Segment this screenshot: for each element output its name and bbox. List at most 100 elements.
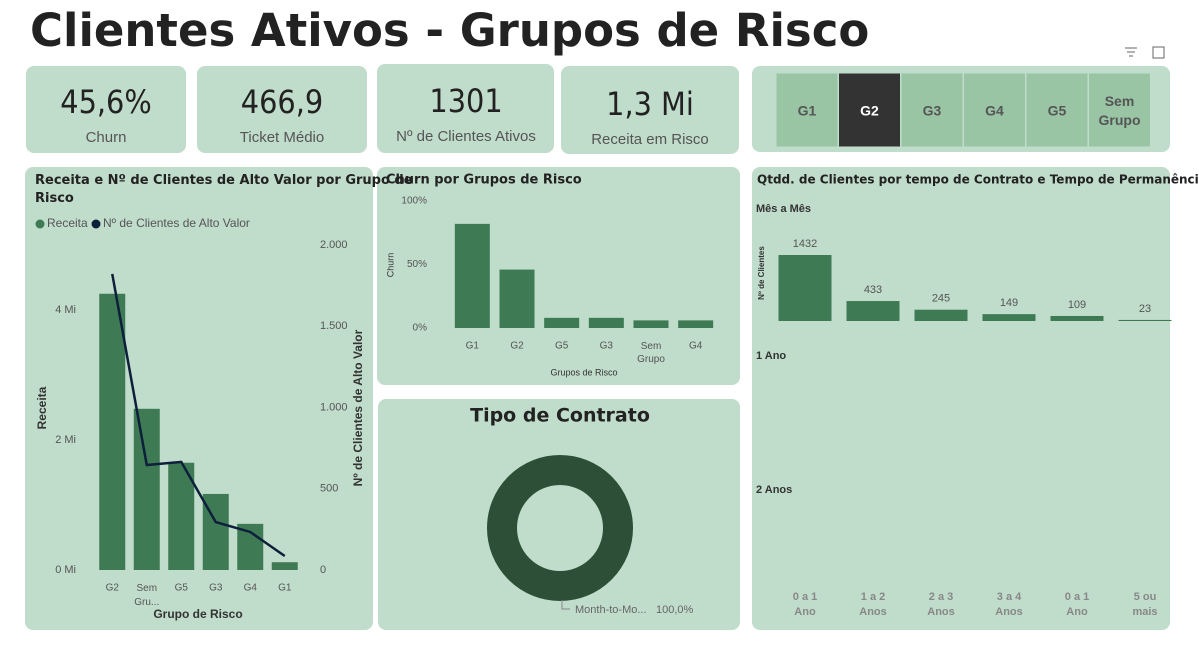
slicer-button[interactable]	[1088, 72, 1151, 148]
y-axis-label: Nº de Clientes	[757, 246, 766, 300]
page-title: Clientes Ativos - Grupos de Risco	[30, 4, 869, 57]
panel-label: 2 Anos	[756, 484, 792, 496]
y-axis-label: Churn	[385, 253, 395, 278]
bar	[778, 255, 832, 321]
bar	[454, 223, 490, 328]
x-tick-label: G3	[600, 341, 614, 352]
bar	[588, 317, 624, 328]
legend-marker	[91, 219, 101, 229]
bar	[271, 562, 298, 570]
line-series	[111, 273, 286, 558]
filter-icon[interactable]	[1125, 47, 1137, 57]
bar	[133, 408, 160, 570]
bar	[982, 314, 1036, 321]
x-tick-label: G2	[510, 341, 524, 352]
kpi-value: 466,9	[241, 83, 323, 121]
bar	[846, 301, 900, 321]
data-label: 433	[864, 284, 882, 296]
slicer-label: G2	[860, 103, 879, 119]
legend-marker	[35, 219, 45, 229]
kpi-value: 1,3 Mi	[606, 85, 694, 123]
kpi-value: 1301	[429, 82, 502, 120]
slicer-label: Sem Grupo	[1099, 93, 1141, 128]
slice-value-label: 100,0%	[656, 604, 694, 616]
y-tick-label: 100%	[401, 196, 427, 207]
bar	[499, 269, 535, 328]
y2-axis-label: Nº de Clientes de Alto Valor	[351, 329, 365, 486]
x-tick-label: G5	[555, 341, 569, 352]
chart-title: Tipo de Contrato	[470, 405, 650, 427]
data-label: 149	[1000, 297, 1018, 309]
y-tick-label: 50%	[407, 259, 427, 270]
kpi-label: Churn	[86, 129, 127, 146]
slicer-button[interactable]	[963, 72, 1026, 148]
slicer-label: G5	[1048, 103, 1067, 119]
y2-tick-label: 2.000	[320, 239, 348, 251]
chart-panel	[25, 167, 373, 630]
kpi-card	[377, 64, 554, 153]
leader-line	[561, 600, 570, 610]
y2-tick-label: 1.000	[320, 401, 348, 413]
focus-icon[interactable]	[1152, 46, 1165, 59]
data-label: 23	[1139, 303, 1151, 315]
x-tick-label: Sem Grupo	[637, 341, 665, 365]
x-tick-label: 0 a 1 Ano	[793, 591, 817, 618]
kpi-label: Receita em Risco	[591, 131, 709, 148]
x-tick-label: G4	[244, 583, 258, 594]
x-tick-label: Sem Gru...	[134, 583, 159, 608]
y-tick-label: 0 Mi	[55, 564, 76, 576]
kpi-card	[26, 66, 186, 153]
y-tick-label: 4 Mi	[55, 304, 76, 316]
kpi-value: 45,6%	[60, 83, 151, 121]
x-tick-label: 5 ou mais	[1132, 591, 1157, 618]
toolbar-icons	[1125, 46, 1165, 59]
x-tick-label: 1 a 2 Anos	[859, 591, 887, 618]
kpi-card	[197, 66, 367, 153]
y-tick-label: 0%	[413, 323, 428, 334]
bar	[99, 293, 126, 570]
chart-title: Receita e Nº de Clientes de Alto Valor p…	[35, 173, 413, 206]
slicer-label: G1	[798, 103, 817, 119]
x-tick-label: 0 a 1 Ano	[1065, 591, 1089, 618]
x-axis-label: Grupos de Risco	[550, 367, 617, 377]
x-tick-label: G1	[466, 341, 480, 352]
data-label: 1432	[793, 238, 817, 250]
panel-label: 1 Ano	[756, 350, 786, 362]
x-axis-label: Grupo de Risco	[153, 607, 242, 621]
kpi-label: Ticket Médio	[240, 129, 324, 146]
chart-panel	[752, 167, 1170, 630]
chart-panel	[378, 399, 740, 630]
bar	[544, 317, 580, 328]
chart-title: Churn por Grupos de Risco	[386, 173, 582, 188]
panel-label: Mês a Mês	[756, 203, 811, 215]
slicer-button[interactable]	[838, 72, 901, 148]
x-tick-label: G3	[209, 583, 223, 594]
slicer-button[interactable]	[1025, 72, 1089, 148]
legend-label: Nº de Clientes de Alto Valor	[103, 216, 250, 230]
donut-slice	[487, 455, 633, 601]
kpi-label: Nº de Clientes Ativos	[396, 128, 536, 145]
data-label: 109	[1068, 299, 1086, 311]
x-tick-label: G1	[278, 583, 292, 594]
bar	[678, 320, 714, 328]
data-label: 245	[932, 293, 950, 305]
x-tick-label: 2 a 3 Anos	[927, 591, 955, 618]
legend-label: Receita	[47, 216, 88, 230]
bar	[1050, 315, 1104, 321]
x-tick-label: G2	[106, 583, 120, 594]
chart-panel	[377, 167, 740, 385]
y2-tick-label: 0	[320, 564, 326, 576]
slice-label: Month-to-Mo...	[575, 604, 647, 616]
slicer-button[interactable]	[900, 72, 964, 148]
y-axis-label: Receita	[35, 386, 49, 429]
y2-tick-label: 1.500	[320, 320, 348, 332]
bar	[914, 309, 968, 321]
chart-title: Qtdd. de Clientes por tempo de Contrato …	[757, 173, 1199, 187]
bar	[1118, 319, 1172, 321]
kpi-card	[561, 66, 739, 154]
bar	[633, 320, 669, 328]
slicer-label: G3	[923, 103, 942, 119]
x-tick-label: G5	[175, 583, 189, 594]
x-tick-label: 3 a 4 Anos	[995, 591, 1023, 618]
